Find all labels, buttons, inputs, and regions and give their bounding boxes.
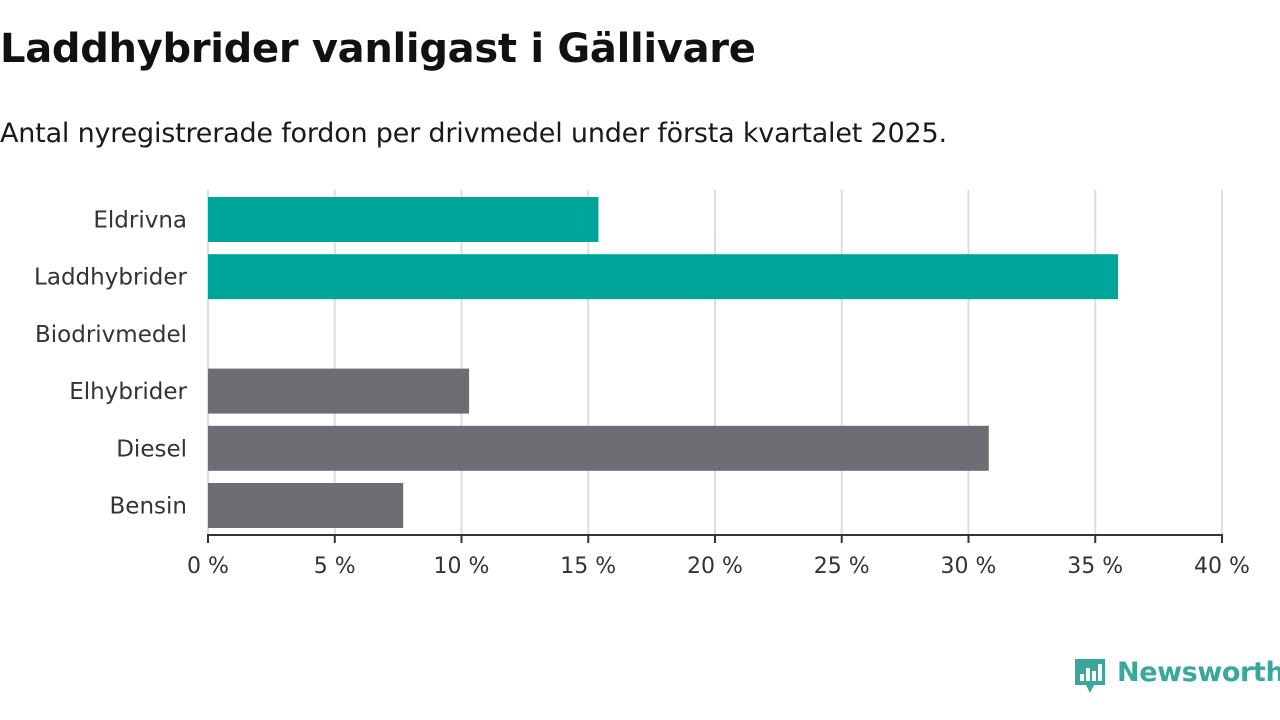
bar-bensin bbox=[208, 483, 404, 528]
tick-label-35: 35 % bbox=[1067, 554, 1123, 579]
category-label-biodrivmedel: Biodrivmedel bbox=[35, 322, 187, 348]
category-label-laddhybrider: Laddhybrider bbox=[34, 265, 187, 291]
brand-name: Newsworthy bbox=[1117, 657, 1280, 688]
tick-label-10: 10 % bbox=[434, 554, 490, 579]
bar-diesel bbox=[208, 425, 989, 471]
tick-label-30: 30 % bbox=[941, 554, 997, 579]
tick-label-25: 25 % bbox=[814, 554, 870, 579]
bar-chart: Eldrivna Laddhybrider Biodrivmedel Elhybrid… bbox=[34, 190, 1250, 579]
tick-label-0: 0 % bbox=[187, 554, 229, 579]
tick-label-5: 5 % bbox=[314, 554, 356, 579]
bar-laddhybrider bbox=[208, 254, 1119, 300]
newsworthy-logo-icon bbox=[1075, 659, 1105, 693]
newsworthy-brand: Newsworthy bbox=[1072, 655, 1280, 699]
category-label-elhybrider: Elhybrider bbox=[69, 379, 187, 405]
x-axis: 0 % 5 % 10 % 15 % 20 % 25 % 30 % 35 % 40 % bbox=[187, 534, 1250, 579]
bar-elhybrider bbox=[208, 368, 470, 414]
tick-label-40: 40 % bbox=[1194, 554, 1250, 579]
category-labels: Eldrivna Laddhybrider Biodrivmedel Elhybrid… bbox=[34, 208, 187, 520]
tick-label-15: 15 % bbox=[560, 554, 616, 579]
category-label-eldrivna: Eldrivna bbox=[93, 208, 187, 234]
chart-title: Laddhybrider vanligast i Gällivare bbox=[0, 26, 756, 72]
category-label-diesel: Diesel bbox=[116, 436, 187, 462]
bar-eldrivna bbox=[208, 197, 599, 242]
chart-subtitle: Antal nyregistrerade fordon per drivmede… bbox=[0, 118, 947, 149]
tick-label-20: 20 % bbox=[687, 554, 743, 579]
grid-lines bbox=[207, 190, 1223, 535]
bars bbox=[208, 197, 1119, 528]
category-label-bensin: Bensin bbox=[110, 494, 187, 520]
